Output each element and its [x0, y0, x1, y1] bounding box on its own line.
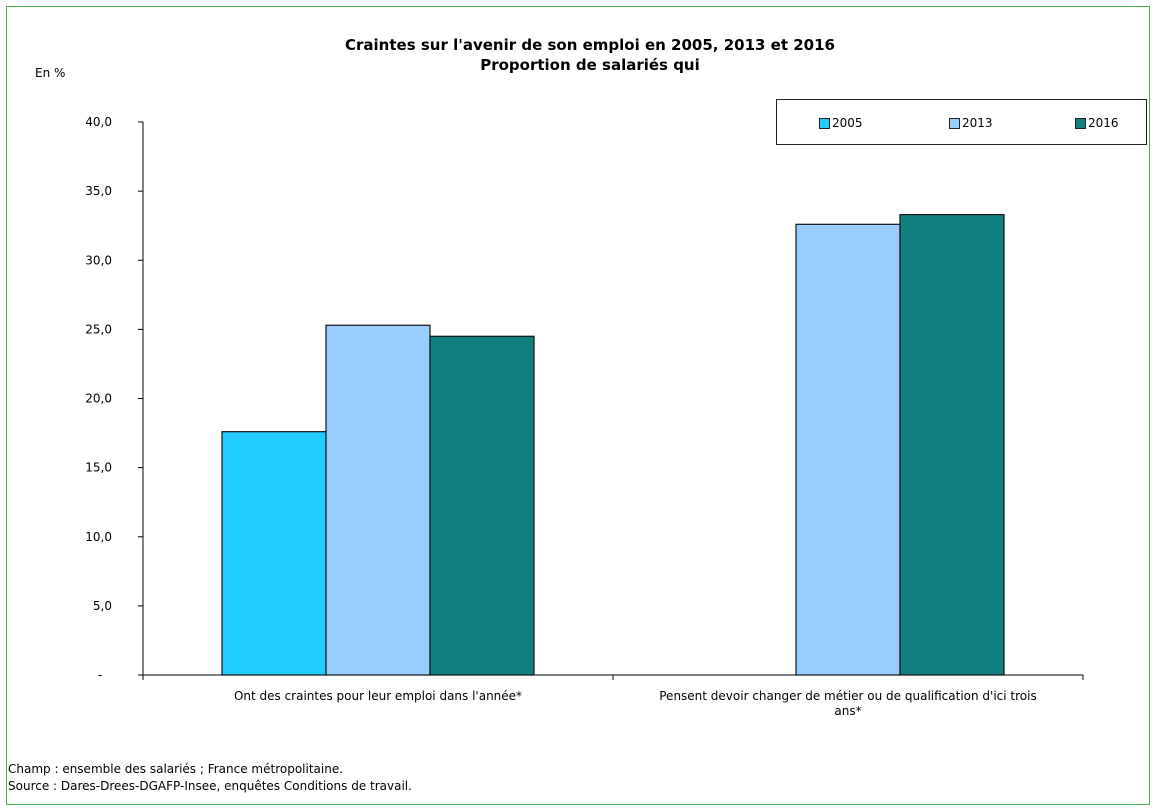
legend-label-2005: 2005 — [832, 116, 863, 130]
x-category-label: Pensent devoir changer de métier ou de q… — [659, 689, 1036, 703]
x-category-label: ans* — [834, 704, 861, 718]
y-tick-label: 35,0 — [85, 184, 112, 198]
y-tick-label: 30,0 — [85, 253, 112, 267]
y-tick-label: 25,0 — [85, 322, 112, 336]
legend-item-2013: 2013 — [949, 116, 993, 130]
bar-2005-cat1 — [221, 431, 327, 676]
x-category-label: Ont des craintes pour leur emploi dans l… — [234, 689, 522, 703]
bar-2016-cat1 — [429, 335, 535, 676]
y-tick-label: 20,0 — [85, 392, 112, 406]
bar-2016-cat2 — [899, 214, 1005, 676]
y-unit-label: En % — [35, 66, 66, 80]
chart-subtitle: Proportion de salariés qui — [480, 56, 700, 74]
chart-frame — [6, 6, 1150, 805]
bar-2013-cat2 — [795, 223, 901, 676]
legend-item-2016: 2016 — [1075, 116, 1119, 130]
y-tick-label: 5,0 — [93, 599, 112, 613]
y-tick-label: - — [98, 668, 102, 682]
legend-label-2016: 2016 — [1088, 116, 1119, 130]
legend-swatch-2013 — [949, 117, 960, 129]
y-tick-label: 40,0 — [85, 115, 112, 129]
legend-item-2005: 2005 — [819, 116, 863, 130]
note-champ: Champ : ensemble des salariés ; France m… — [8, 762, 344, 776]
legend: 2005 2013 2016 — [776, 99, 1147, 145]
chart-title: Craintes sur l'avenir de son emploi en 2… — [345, 36, 835, 54]
legend-swatch-2016 — [1075, 117, 1086, 129]
legend-label-2013: 2013 — [962, 116, 993, 130]
legend-swatch-2005 — [819, 117, 830, 129]
y-tick-label: 15,0 — [85, 461, 112, 475]
note-source: Source : Dares-Drees-DGAFP-Insee, enquêt… — [8, 779, 412, 793]
bar-2013-cat1 — [325, 324, 431, 676]
y-tick-label: 10,0 — [85, 530, 112, 544]
